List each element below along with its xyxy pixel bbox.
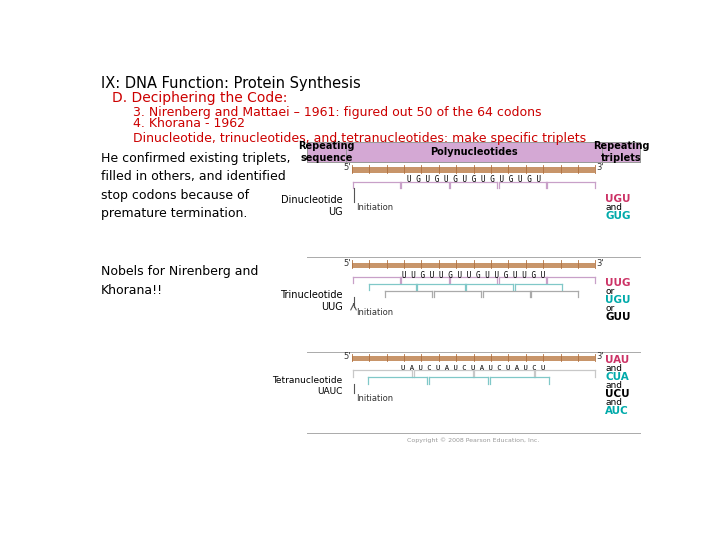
Text: Tetranucleotide
UAUC: Tetranucleotide UAUC <box>272 376 343 396</box>
Text: 3': 3' <box>596 163 603 172</box>
Text: or: or <box>606 304 615 313</box>
Text: UUG: UUG <box>606 278 631 288</box>
Text: and: and <box>606 364 622 373</box>
Text: Repeating
triplets: Repeating triplets <box>593 141 649 163</box>
Text: Dinucleotide
UG: Dinucleotide UG <box>281 194 343 217</box>
Bar <box>352 167 595 173</box>
Bar <box>307 142 640 162</box>
Text: 5': 5' <box>343 163 351 172</box>
Text: 3': 3' <box>596 259 603 268</box>
Text: 5': 5' <box>343 352 351 361</box>
Text: and: and <box>606 381 622 390</box>
Text: or: or <box>606 287 615 296</box>
Text: Repeating
sequence: Repeating sequence <box>298 141 355 163</box>
Text: U U G U U G U U G U U G U U G U: U U G U U G U U G U U G U U G U <box>402 271 545 280</box>
Text: GUG: GUG <box>606 212 631 221</box>
Text: U A U C U A U C U A U C U A U C U: U A U C U A U C U A U C U A U C U <box>402 365 546 371</box>
Bar <box>352 262 595 268</box>
Text: Polynucleotides: Polynucleotides <box>430 147 518 157</box>
Text: Dinucleotide, trinucleotides, and tetranucleotides: make specific triplets: Dinucleotide, trinucleotides, and tetran… <box>132 132 586 145</box>
Text: 3': 3' <box>596 352 603 361</box>
Text: UGU: UGU <box>606 295 631 305</box>
Text: GUU: GUU <box>606 312 631 322</box>
Text: and: and <box>606 202 622 212</box>
Text: UGU: UGU <box>606 194 631 204</box>
Text: Trinucleotide
UUG: Trinucleotide UUG <box>280 289 343 312</box>
Text: UAU: UAU <box>606 355 629 365</box>
Text: CUA: CUA <box>606 372 629 382</box>
Text: 3. Nirenberg and Mattaei – 1961: figured out 50 of the 64 codons: 3. Nirenberg and Mattaei – 1961: figured… <box>132 106 541 119</box>
Text: 5': 5' <box>343 259 351 268</box>
Text: He confirmed existing triplets,
filled in others, and identified
stop codons bec: He confirmed existing triplets, filled i… <box>101 152 290 220</box>
Text: Initiation: Initiation <box>356 308 393 317</box>
Bar <box>352 356 595 361</box>
Text: AUC: AUC <box>606 406 629 416</box>
Text: D. Deciphering the Code:: D. Deciphering the Code: <box>112 91 287 105</box>
Text: U G U G U G U G U G U G U G U: U G U G U G U G U G U G U G U <box>407 175 541 184</box>
Text: 4. Khorana - 1962: 4. Khorana - 1962 <box>132 117 245 130</box>
Text: and: and <box>606 398 622 407</box>
Text: Initiation: Initiation <box>356 204 393 212</box>
Text: Nobels for Nirenberg and
Khorana!!: Nobels for Nirenberg and Khorana!! <box>101 265 258 296</box>
Text: Copyright © 2008 Pearson Education, Inc.: Copyright © 2008 Pearson Education, Inc. <box>408 437 540 443</box>
Text: UCU: UCU <box>606 389 630 399</box>
Text: IX: DNA Function: Protein Synthesis: IX: DNA Function: Protein Synthesis <box>101 76 361 91</box>
Text: Initiation: Initiation <box>356 394 393 403</box>
